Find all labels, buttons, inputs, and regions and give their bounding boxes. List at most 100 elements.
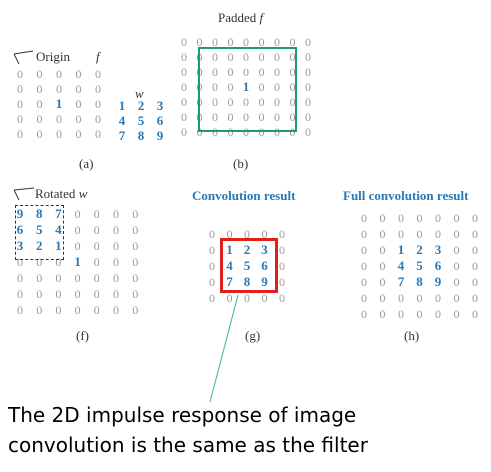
matrix-cell: 0 xyxy=(113,255,119,269)
matrix-cell: 0 xyxy=(93,223,100,237)
matrix-cell: 0 xyxy=(209,275,215,289)
matrix-cell: 0 xyxy=(113,287,119,301)
matrix-cell: 0 xyxy=(93,303,100,317)
matrix-cell: 1 xyxy=(397,242,405,257)
matrix-cell: 0 xyxy=(305,125,311,139)
matrix-cell: 0 xyxy=(74,223,81,237)
matrix-cell: 0 xyxy=(279,243,285,257)
matrix-cell: 0 xyxy=(361,307,367,321)
matrix-cell: 0 xyxy=(279,291,285,305)
rotated-title: Rotated w xyxy=(35,186,88,201)
matrix-cell: 7 xyxy=(397,274,405,289)
matrix-cell: 0 xyxy=(181,65,187,79)
matrix-cell: 0 xyxy=(398,227,404,241)
matrix-cell: 0 xyxy=(361,275,367,289)
w-symbol: w xyxy=(135,86,144,101)
padded-title: Padded f xyxy=(218,10,264,25)
matrix-cell: 0 xyxy=(243,125,249,139)
caption-a: (a) xyxy=(79,156,94,171)
matrix-cell: 0 xyxy=(17,97,23,111)
caption-h: (h) xyxy=(404,328,420,343)
matrix-cell: 0 xyxy=(56,127,62,141)
matrix-cell: 0 xyxy=(289,80,296,94)
matrix-cell: 0 xyxy=(289,125,296,139)
matrix-cell: 0 xyxy=(212,95,218,109)
matrix-cell: 5 xyxy=(35,222,43,237)
matrix-cell: 0 xyxy=(453,211,460,225)
matrix-cell: 0 xyxy=(181,50,187,64)
matrix-cell: 0 xyxy=(453,243,460,257)
matrix-cell: 0 xyxy=(243,95,249,109)
matrix-cell: 0 xyxy=(36,112,43,126)
matrix-cell: 0 xyxy=(36,255,43,269)
matrix-cell: 0 xyxy=(181,95,187,109)
matrix-cell: 0 xyxy=(258,110,265,124)
matrix-cell: 8 xyxy=(137,128,145,143)
matrix-cell: 6 xyxy=(261,258,268,273)
matrix-cell: 0 xyxy=(212,125,218,139)
impulse-response-note: The 2D impulse response of image convolu… xyxy=(8,400,488,460)
matrix-cell: 0 xyxy=(305,95,311,109)
caption-g: (g) xyxy=(245,328,261,343)
matrix-cell: 0 xyxy=(274,65,280,79)
matrix-cell: 3 xyxy=(156,98,164,113)
rotated-arrow-icon xyxy=(13,187,35,201)
matrix-cell: 0 xyxy=(305,65,311,79)
matrix-cell: 0 xyxy=(212,35,218,49)
matrix-cell: 6 xyxy=(16,222,24,237)
matrix-cell: 0 xyxy=(453,259,460,273)
matrix-cell: 0 xyxy=(261,227,268,241)
matrix-cell: 7 xyxy=(118,128,126,143)
matrix-cell: 0 xyxy=(93,207,100,221)
matrix-cell: 0 xyxy=(227,50,234,64)
matrix-cell: 0 xyxy=(305,35,311,49)
matrix-cell: 0 xyxy=(95,127,101,141)
matrix-cell: 0 xyxy=(361,227,367,241)
matrix-cell: 8 xyxy=(243,274,251,289)
matrix-cell: 0 xyxy=(274,95,280,109)
matrix-cell: 0 xyxy=(132,271,139,285)
matrix-cell: 0 xyxy=(416,307,423,321)
f-symbol: f xyxy=(96,49,100,64)
matrix-cell: 0 xyxy=(17,112,23,126)
matrix-cell: 0 xyxy=(258,50,265,64)
matrix-cell: 0 xyxy=(36,127,43,141)
matrix-cell: 0 xyxy=(17,67,23,81)
matrix-cell: 0 xyxy=(181,125,187,139)
matrix-cell: 0 xyxy=(472,259,478,273)
matrix-cell: 5 xyxy=(137,113,145,128)
matrix-cell: 0 xyxy=(113,207,119,221)
matrix-cell: 0 xyxy=(274,35,280,49)
matrix-cell: 0 xyxy=(132,255,139,269)
matrix-cell: 1 xyxy=(226,242,233,257)
matrix-cell: 0 xyxy=(113,239,119,253)
matrix-cell: 0 xyxy=(258,65,265,79)
matrix-cell: 9 xyxy=(16,206,24,221)
matrix-cell: 0 xyxy=(361,259,367,273)
matrix-cell: 0 xyxy=(74,207,81,221)
matrix-cell: 0 xyxy=(453,227,460,241)
matrix-cell: 0 xyxy=(258,35,265,49)
convolution-result-title: Convolution result xyxy=(192,188,296,203)
matrix-cell: 0 xyxy=(36,303,43,317)
matrix-cell: 4 xyxy=(55,222,62,237)
matrix-cell: 0 xyxy=(75,112,82,126)
matrix-cell: 3 xyxy=(434,242,442,257)
matrix-cell: 0 xyxy=(279,259,285,273)
matrix-cell: 0 xyxy=(36,271,43,285)
matrix-cell: 0 xyxy=(113,223,119,237)
matrix-cell: 2 xyxy=(137,98,145,113)
matrix-cell: 0 xyxy=(36,82,43,96)
matrix-cell: 0 xyxy=(181,35,187,49)
matrix-cell: 9 xyxy=(156,128,164,143)
origin-label: Origin xyxy=(36,49,70,64)
caption-f: (f) xyxy=(76,328,89,343)
matrix-cell: 0 xyxy=(379,227,386,241)
matrix-cell: 2 xyxy=(35,238,43,253)
matrix-cell: 0 xyxy=(258,95,265,109)
note-line-2: convolution is the same as the filter xyxy=(8,433,368,457)
matrix-cell: 0 xyxy=(227,125,234,139)
matrix-cell: 1 xyxy=(74,254,81,269)
matrix-cell: 1 xyxy=(242,79,250,94)
matrix-cell: 0 xyxy=(379,211,386,225)
